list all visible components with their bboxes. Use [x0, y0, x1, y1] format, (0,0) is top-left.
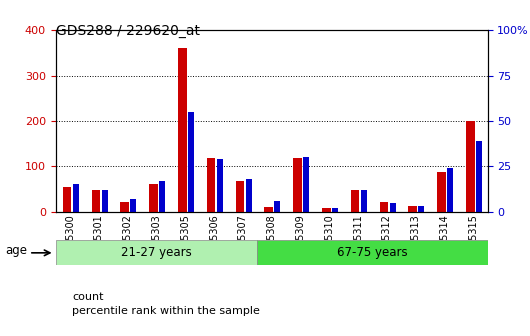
Bar [361, 190, 367, 212]
Bar [120, 202, 129, 212]
Bar [476, 141, 482, 212]
Text: age: age [5, 244, 28, 257]
Bar [188, 112, 194, 212]
Bar [409, 206, 417, 212]
Bar [92, 190, 100, 212]
Bar [56, 240, 257, 265]
Bar [264, 207, 273, 212]
Bar [275, 201, 280, 212]
Bar [351, 190, 359, 212]
Text: 21-27 years: 21-27 years [121, 246, 192, 259]
Bar [102, 190, 108, 212]
Text: percentile rank within the sample: percentile rank within the sample [72, 306, 260, 317]
Bar [178, 48, 187, 212]
Bar [63, 187, 72, 212]
Bar [236, 181, 244, 212]
Bar [293, 158, 302, 212]
Bar [149, 183, 158, 212]
Bar [130, 199, 136, 212]
Bar [217, 159, 223, 212]
Bar [245, 179, 252, 212]
Bar [437, 172, 446, 212]
Bar [322, 208, 331, 212]
Text: count: count [72, 292, 104, 302]
Bar [207, 158, 216, 212]
Text: 67-75 years: 67-75 years [337, 246, 408, 259]
Bar [418, 206, 425, 212]
Bar [447, 168, 453, 212]
Text: GDS288 / 229620_at: GDS288 / 229620_at [56, 24, 200, 38]
Bar [257, 240, 488, 265]
Bar [159, 181, 165, 212]
Bar [332, 208, 338, 212]
Bar [390, 203, 395, 212]
Bar [466, 121, 475, 212]
Bar [73, 184, 79, 212]
Bar [303, 157, 309, 212]
Bar [379, 202, 388, 212]
